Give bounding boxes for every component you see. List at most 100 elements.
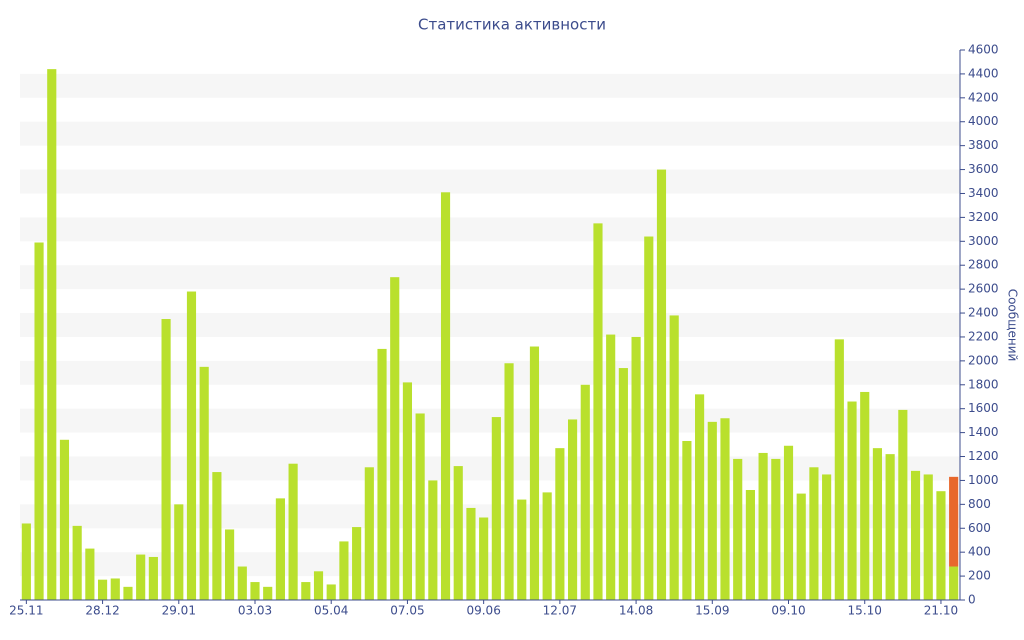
y-tick-label: 2200 [968, 329, 999, 343]
bar [898, 409, 908, 600]
bar [263, 586, 273, 600]
bar [796, 493, 806, 600]
y-tick-label: 4000 [968, 114, 999, 128]
y-tick-label: 400 [968, 545, 991, 559]
grid-band [20, 504, 960, 529]
y-tick-label: 3400 [968, 186, 999, 200]
bar [59, 439, 70, 600]
grid-band [20, 456, 960, 481]
bar [174, 504, 184, 600]
x-tick-label: 05.04 [314, 604, 348, 618]
y-tick-label: 4400 [968, 66, 999, 80]
x-tick-label: 14.08 [619, 604, 653, 618]
bar [517, 499, 527, 600]
bar [783, 445, 794, 600]
bar [618, 368, 628, 600]
bar [949, 566, 959, 600]
y-axis-label: Сообщений [1006, 289, 1020, 362]
bar [542, 492, 552, 600]
y-tick-label: 3800 [968, 138, 999, 152]
bar [136, 554, 146, 600]
x-tick-label: 09.10 [771, 604, 805, 618]
x-tick-label: 29.01 [162, 604, 196, 618]
bar [656, 169, 667, 600]
bar [47, 69, 57, 600]
bar [34, 242, 44, 600]
y-tick-label: 1200 [968, 449, 999, 463]
y-tick-label: 1600 [968, 401, 999, 415]
grid-band [20, 169, 960, 194]
bar [910, 470, 921, 600]
bar [313, 571, 324, 600]
y-tick-label: 0 [968, 593, 976, 607]
bar [85, 548, 95, 600]
x-tick-label: 07.05 [390, 604, 424, 618]
y-tick-label: 800 [968, 497, 991, 511]
bar [364, 467, 374, 600]
bar [491, 417, 501, 600]
bar [771, 458, 781, 600]
grid-band [20, 121, 960, 146]
bar [275, 498, 285, 600]
bar [110, 578, 120, 600]
bar [567, 419, 578, 600]
bar [466, 507, 476, 600]
bar [97, 579, 108, 600]
y-tick-label: 2600 [968, 282, 999, 296]
grid-band [20, 313, 960, 337]
x-tick-label: 15.10 [848, 604, 882, 618]
x-tick-label: 09.06 [466, 604, 500, 618]
bar [555, 448, 565, 600]
bar [631, 336, 641, 600]
y-tick-label: 1000 [968, 473, 999, 487]
y-tick-label: 2400 [968, 306, 999, 320]
grid-band [20, 265, 960, 290]
grid-band [20, 552, 960, 577]
grid-band [20, 408, 960, 433]
bar [529, 346, 540, 600]
bar [453, 466, 463, 600]
grid-band [20, 360, 960, 385]
y-tick-label: 2800 [968, 258, 999, 272]
bar [809, 467, 819, 600]
bar [872, 448, 883, 600]
bar [250, 582, 260, 600]
bar [415, 413, 425, 600]
x-tick-label: 25.11 [9, 604, 43, 618]
y-tick-label: 200 [968, 569, 991, 583]
bar [21, 523, 31, 600]
x-tick-label: 21.10 [924, 604, 958, 618]
x-tick-label: 03.03 [238, 604, 272, 618]
bar [936, 491, 946, 600]
bar [352, 527, 362, 600]
bar [377, 348, 387, 600]
bar [745, 490, 755, 600]
chart-title: Статистика активности [418, 16, 606, 34]
bar [339, 541, 349, 600]
x-tick-label: 28.12 [85, 604, 119, 618]
bar [402, 382, 413, 600]
y-tick-label: 600 [968, 521, 991, 535]
bar [885, 454, 895, 600]
x-tick-label: 15.09 [695, 604, 729, 618]
bar [606, 334, 616, 600]
y-tick-label: 4200 [968, 90, 999, 104]
bar [428, 480, 438, 600]
bar [504, 363, 514, 600]
bar [923, 474, 933, 600]
bar [707, 421, 717, 600]
y-tick-label: 2000 [968, 353, 999, 367]
bar [148, 556, 158, 600]
bar [440, 192, 451, 601]
bar [644, 236, 654, 601]
bar [161, 319, 171, 600]
grid-band [20, 73, 960, 98]
bar [822, 474, 832, 600]
bar [225, 529, 235, 600]
bar [580, 384, 590, 600]
bar [237, 566, 247, 600]
y-tick-label: 3600 [968, 162, 999, 176]
bar [733, 458, 743, 600]
bar [479, 517, 489, 600]
